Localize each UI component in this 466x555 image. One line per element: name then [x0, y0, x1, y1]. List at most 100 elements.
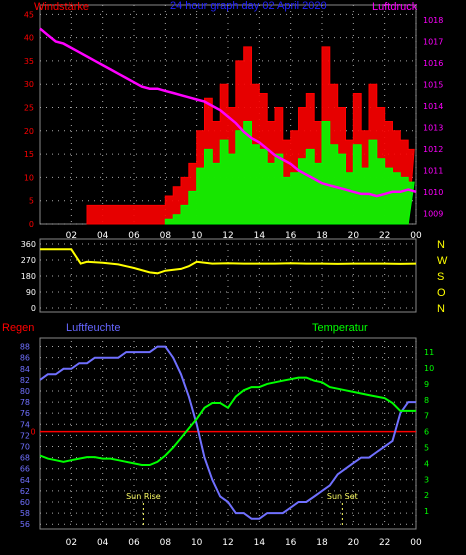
y-tick-label: 76	[20, 409, 30, 418]
y-tick-label: 84	[20, 365, 30, 374]
y-tick-label: 8	[424, 396, 429, 405]
x-tick-label: 00	[410, 538, 422, 548]
x-tick-label: 20	[348, 538, 360, 548]
x-tick-label: 02	[66, 231, 77, 241]
y-tick-label: 35	[24, 57, 34, 66]
wind-series	[164, 121, 415, 225]
y-tick-label: 3	[424, 475, 429, 484]
y-tick-label: 60	[20, 498, 30, 507]
y-tick-label: 90	[26, 288, 36, 297]
y-tick-label: 10	[24, 173, 34, 182]
y-tick-label: 2	[424, 491, 429, 500]
y-tick-label: 82	[20, 376, 30, 385]
y-tick-label: 15	[24, 150, 34, 159]
y-tick-label: 7	[424, 412, 429, 421]
compass-label: O	[437, 287, 446, 299]
temperature-series	[39, 376, 416, 466]
x-tick-label: 00	[410, 231, 422, 241]
y-tick-label: 70	[20, 442, 30, 451]
y-tick-label: 0	[31, 304, 36, 313]
x-tick-label: 22	[379, 538, 390, 548]
temperature-label: Temperatur	[312, 322, 368, 334]
x-tick-label: 12	[222, 538, 233, 548]
y-tick-label: 180	[21, 272, 36, 281]
humidity-panel-frame	[39, 337, 417, 530]
y-tick-label: 88	[20, 343, 30, 352]
x-tick-label: 20	[348, 231, 360, 241]
x-tick-label: 16	[285, 231, 297, 241]
x-tick-label: 10	[191, 538, 203, 548]
wind-pressure-panel: Windstärke 24 hour graph day 02 April 20…	[24, 0, 444, 241]
y-tick-label: 64	[20, 476, 30, 485]
y-tick-label: 1018	[423, 16, 443, 25]
compass-label: N	[437, 239, 445, 251]
y-tick-label: 56	[20, 520, 30, 529]
compass-label: N	[437, 303, 445, 315]
y-tick-label: 62	[20, 487, 30, 496]
x-tick-label: 10	[191, 231, 203, 241]
rain-axis-label: 0	[30, 428, 35, 437]
compass-label: W	[437, 255, 448, 267]
rain-label: Regen	[2, 322, 34, 334]
x-tick-label: 18	[316, 231, 328, 241]
y-tick-label: 270	[21, 256, 36, 265]
y-tick-label: 80	[20, 387, 30, 396]
humidity-temperature-panel: Regen Luftfeuchte Temperatur 56586062646…	[2, 322, 434, 548]
y-tick-label: 1013	[423, 123, 443, 132]
x-tick-label: 08	[160, 231, 172, 241]
annotation-label: Sun Set	[327, 492, 358, 501]
y-tick-label: 30	[24, 80, 34, 89]
x-tick-label: 04	[97, 538, 109, 548]
x-tick-label: 16	[285, 538, 297, 548]
y-tick-label: 72	[20, 431, 30, 440]
x-tick-label: 02	[66, 538, 77, 548]
humidity-label: Luftfeuchte	[66, 322, 120, 334]
y-tick-label: 1012	[423, 145, 443, 154]
y-tick-label: 9	[424, 380, 429, 389]
y-tick-label: 40	[24, 34, 34, 43]
x-tick-label: 18	[316, 538, 328, 548]
y-tick-label: 10	[424, 364, 434, 373]
y-tick-label: 25	[24, 104, 34, 113]
y-tick-label: 20	[24, 127, 34, 136]
y-tick-label: 78	[20, 398, 30, 407]
y-tick-label: 1016	[423, 59, 443, 68]
x-tick-label: 22	[379, 231, 390, 241]
pressure-series	[39, 27, 417, 198]
y-tick-label: 0	[29, 220, 34, 229]
pressure-axis-label: Luftdruck	[372, 1, 418, 13]
y-tick-label: 1011	[423, 166, 443, 175]
y-tick-label: 1014	[423, 102, 443, 111]
y-tick-label: 45	[24, 10, 34, 19]
y-tick-label: 86	[20, 354, 30, 363]
y-tick-label: 6	[424, 428, 429, 437]
y-tick-label: 1	[424, 507, 429, 516]
y-tick-label: 11	[424, 348, 434, 357]
x-tick-label: 14	[254, 231, 266, 241]
y-tick-label: 360	[21, 240, 36, 249]
y-tick-label: 1015	[423, 80, 443, 89]
x-tick-label: 14	[254, 538, 266, 548]
chart-title: 24 hour graph day 02 April 2020	[170, 0, 327, 12]
annotation-label: Sun Rise	[126, 492, 161, 501]
wind-axis-label: Windstärke	[34, 1, 89, 13]
y-tick-label: 58	[20, 509, 30, 518]
x-tick-label: 06	[128, 538, 140, 548]
y-tick-label: 1010	[423, 188, 443, 197]
y-tick-label: 4	[424, 459, 429, 468]
y-tick-label: 66	[20, 465, 30, 474]
y-tick-label: 1009	[423, 209, 443, 218]
x-tick-label: 04	[97, 231, 109, 241]
compass-label: S	[437, 271, 444, 283]
x-tick-label: 12	[222, 231, 233, 241]
wind-direction-series	[40, 248, 417, 275]
y-tick-label: 68	[20, 454, 30, 463]
y-tick-label: 1017	[423, 38, 443, 47]
y-tick-label: 74	[20, 420, 30, 429]
x-tick-label: 08	[160, 538, 172, 548]
humidity-series	[39, 345, 416, 520]
y-tick-label: 5	[424, 444, 429, 453]
